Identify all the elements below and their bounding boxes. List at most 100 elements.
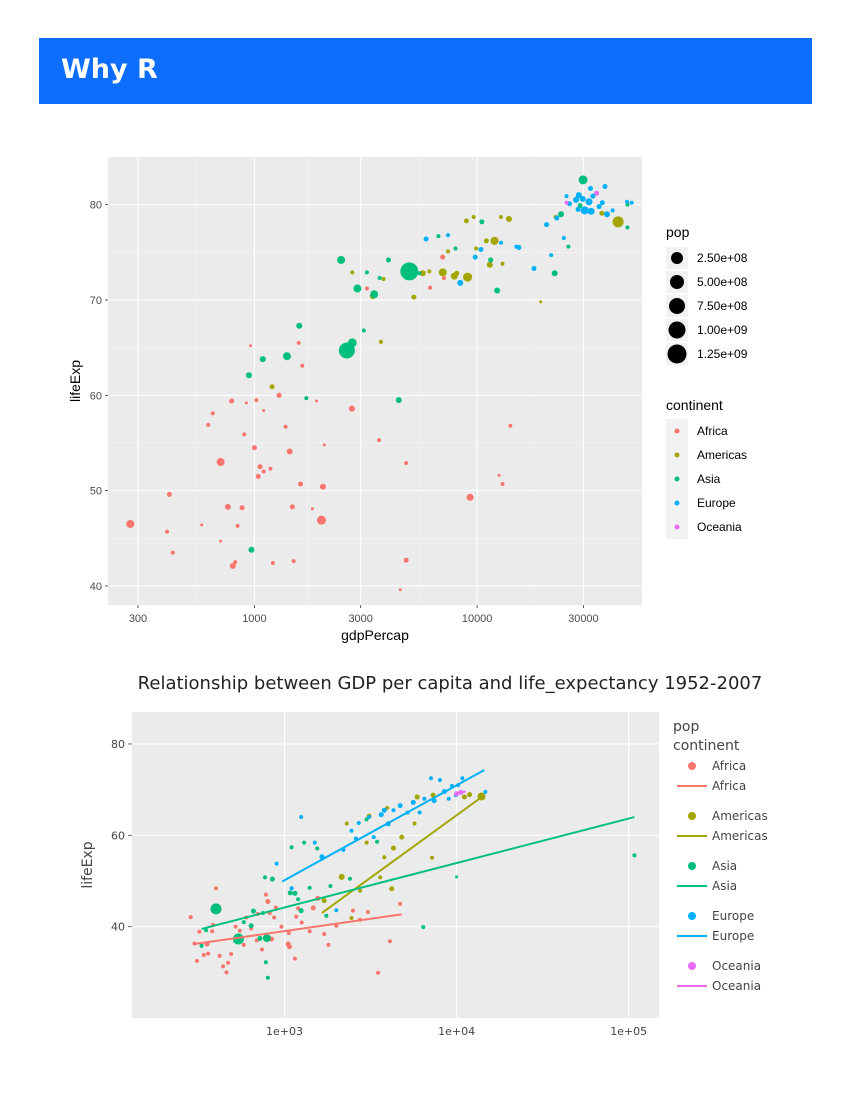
data-point-africa: [214, 886, 219, 891]
legend-title-continent: continent: [673, 738, 740, 754]
data-point-asia: [269, 876, 275, 882]
data-point-asia: [557, 211, 564, 218]
data-point-europe: [587, 207, 595, 215]
data-point-africa: [500, 481, 505, 486]
data-point-africa: [262, 409, 266, 413]
legend-dot-europe: [688, 912, 696, 920]
data-point-asia: [436, 234, 441, 239]
data-point-africa: [251, 445, 257, 451]
data-point-africa: [126, 519, 135, 528]
data-point-asia: [287, 890, 293, 896]
data-point-africa: [291, 559, 296, 564]
y-tick-label: 40: [90, 581, 102, 593]
legend-color-dot-africa: [674, 428, 680, 434]
data-point-africa: [319, 483, 326, 490]
data-point-africa: [348, 405, 355, 412]
data-point-europe: [596, 204, 602, 210]
legend-color-dot-americas: [674, 452, 680, 458]
chart-gdp-vs-lifeexp-2007: 300 1000 3000 10000 30000 40 50 60 70 80 gdpPercap…: [67, 157, 748, 643]
data-point-europe: [446, 796, 451, 801]
y-tick-label: 60: [90, 390, 102, 402]
data-point-asia: [245, 372, 252, 379]
data-point-europe: [561, 236, 566, 241]
data-point-europe: [499, 240, 504, 245]
y-tick-label: 60: [111, 829, 125, 842]
data-point-africa: [224, 503, 231, 510]
data-point-africa: [276, 392, 282, 398]
legend-size-label: 2.50e+08: [697, 251, 748, 265]
data-point-europe: [417, 810, 422, 815]
data-point-asia: [577, 203, 583, 209]
data-point-asia: [364, 270, 369, 275]
data-point-africa: [233, 924, 238, 929]
data-point-asia: [232, 933, 244, 945]
trend-line-americas: [321, 794, 485, 914]
data-point-europe: [371, 835, 376, 840]
data-point-africa: [350, 908, 355, 913]
data-point-africa: [237, 928, 242, 933]
y-tick-label: 40: [111, 921, 125, 934]
data-point-europe: [381, 807, 387, 813]
x-tick-label: 1e+03: [266, 1025, 303, 1038]
data-point-africa: [188, 915, 193, 920]
data-point-asia: [395, 397, 402, 404]
data-point-asia: [386, 257, 392, 263]
data-point-europe: [428, 776, 433, 781]
data-point-africa: [200, 523, 204, 527]
data-point-europe: [299, 815, 304, 820]
legend-size-dot: [668, 321, 686, 339]
legend-line-label: Europe: [712, 929, 754, 943]
data-point-africa: [286, 931, 291, 936]
data-point-americas: [381, 277, 386, 282]
legend-color-dot-oceania: [674, 524, 680, 530]
data-point-africa: [229, 562, 236, 569]
data-point-africa: [265, 899, 271, 905]
data-point-africa: [296, 340, 301, 345]
legend-line-label: Americas: [712, 829, 768, 843]
data-point-asia: [417, 271, 422, 276]
data-point-asia: [262, 934, 271, 943]
data-point-asia: [259, 356, 266, 363]
data-point-americas: [349, 915, 354, 920]
data-point-europe: [516, 245, 522, 251]
data-point-americas: [321, 898, 327, 904]
data-point-americas: [344, 821, 349, 826]
legend-title-pop: pop: [666, 224, 690, 240]
data-point-asia: [248, 923, 254, 929]
data-point-asia: [241, 920, 246, 925]
data-point-africa: [261, 469, 266, 474]
data-point-europe: [457, 279, 464, 286]
data-point-africa: [206, 422, 211, 427]
data-point-asia: [453, 246, 458, 251]
legend-size-label: 1.25e+09: [697, 347, 748, 361]
data-point-americas: [378, 875, 383, 880]
data-point-europe: [274, 861, 279, 866]
data-point-americas: [446, 249, 451, 254]
data-point-africa: [272, 915, 277, 920]
data-point-asia: [199, 943, 204, 948]
y-tick-label: 80: [90, 200, 102, 212]
data-point-americas: [338, 873, 345, 880]
data-point-asia: [292, 890, 298, 896]
data-point-africa: [224, 970, 229, 975]
legend-marker-label: Oceania: [712, 959, 761, 973]
legend-size-dot: [669, 298, 685, 314]
legend-size-dot: [670, 275, 684, 289]
data-point-oceania: [564, 200, 569, 205]
y-axis-title: lifeExp: [80, 841, 96, 888]
data-point-africa: [289, 504, 295, 510]
data-point-asia: [265, 975, 270, 980]
data-point-europe: [544, 222, 550, 228]
data-point-africa: [287, 944, 293, 950]
data-point-americas: [430, 855, 435, 860]
data-point-asia: [370, 290, 379, 299]
data-point-europe: [588, 185, 594, 191]
data-point-africa: [244, 401, 248, 405]
legend-color-label: Africa: [697, 424, 728, 438]
trend-line-europe: [281, 769, 485, 883]
data-point-asia: [315, 846, 320, 851]
legend-color-dot-asia: [674, 476, 680, 482]
data-point-americas: [461, 794, 467, 800]
data-point-africa: [257, 464, 263, 470]
data-point-asia: [479, 219, 485, 225]
